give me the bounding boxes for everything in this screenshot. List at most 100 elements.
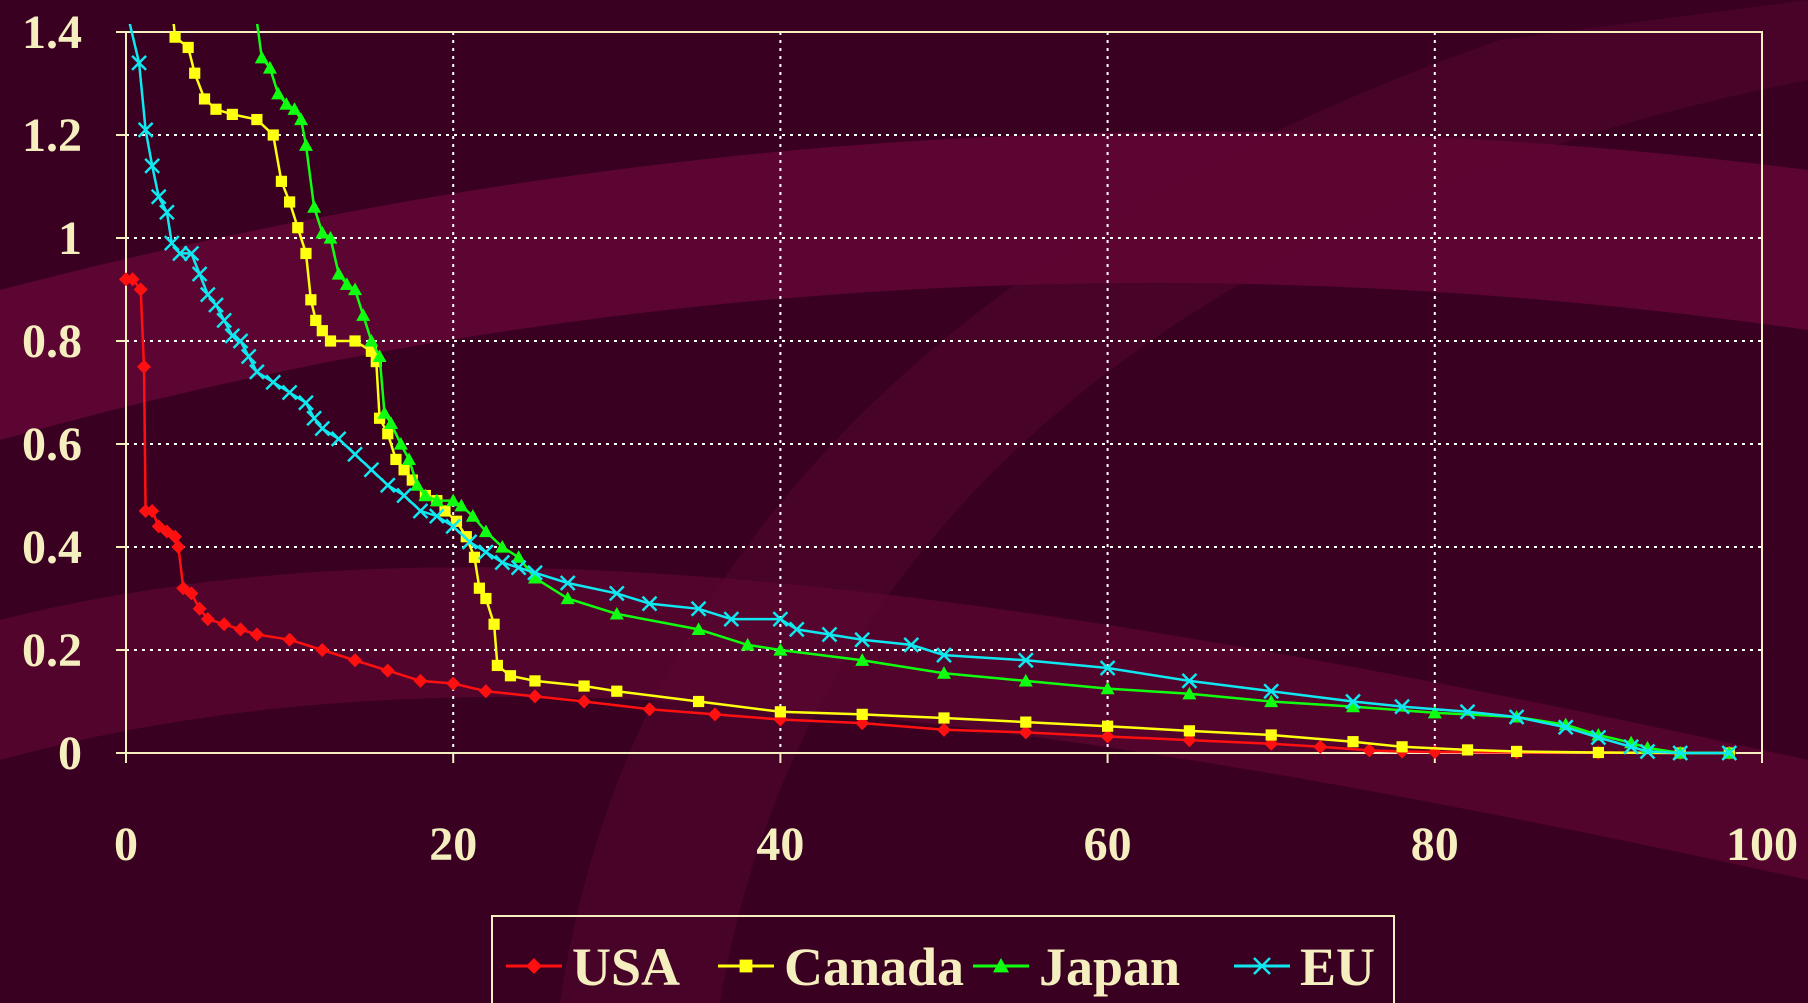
data-point-usa [446, 676, 461, 691]
data-point-eu [379, 477, 396, 494]
data-point-canada [398, 464, 410, 476]
data-point-canada [856, 708, 868, 720]
data-point-japan [1346, 699, 1360, 713]
data-point-eu [1590, 729, 1607, 746]
data-point-canada [480, 592, 492, 605]
data-point-canada [267, 129, 279, 141]
data-point-japan [364, 334, 379, 347]
x-tick-label: 20 [429, 818, 477, 871]
data-point-eu [137, 121, 154, 138]
data-point-usa [171, 540, 186, 554]
data-point-eu [772, 611, 789, 627]
y-tick-label: 0 [58, 727, 82, 780]
data-point-eu [788, 621, 805, 638]
series-line-eu [128, 24, 1730, 755]
series-eu [128, 24, 1738, 761]
data-point-eu [412, 503, 429, 519]
data-point-eu [144, 158, 161, 174]
data-point-japan [1018, 673, 1033, 687]
data-point-canada [774, 706, 786, 718]
data-point-usa [528, 689, 542, 704]
x-tick-label: 60 [1084, 818, 1132, 871]
data-point-usa [937, 722, 951, 737]
data-point-eu [510, 559, 527, 576]
data-point-canada [1020, 716, 1032, 728]
data-point-usa [136, 359, 151, 374]
background-swoosh-lower [0, 567, 1808, 880]
data-point-canada [1265, 729, 1277, 741]
data-point-usa [577, 694, 592, 709]
data-point-eu [1181, 673, 1198, 689]
data-point-japan [478, 524, 493, 538]
data-point-japan [393, 437, 408, 450]
data-point-japan [287, 102, 302, 115]
data-point-canada [182, 41, 194, 54]
data-point-canada [1183, 725, 1195, 737]
data-point-canada [292, 222, 304, 234]
data-point-usa [413, 673, 428, 688]
legend-item-canada: Canada [718, 937, 964, 997]
data-point-eu [1263, 683, 1280, 700]
data-point-japan [1100, 681, 1115, 695]
data-point-eu [159, 204, 175, 221]
y-tick-label: 0.8 [22, 315, 82, 368]
data-point-japan [528, 570, 542, 584]
legend-swatch-marker [1253, 957, 1271, 975]
data-point-eu [298, 394, 314, 411]
data-point-canada [390, 453, 402, 466]
data-point-eu [281, 384, 298, 401]
data-point-canada [365, 345, 377, 357]
data-point-eu [163, 235, 180, 252]
data-point-japan [609, 606, 624, 620]
data-point-eu [608, 585, 625, 602]
data-point-canada [251, 113, 263, 126]
legend-label-canada: Canada [784, 937, 964, 997]
data-point-eu [396, 487, 413, 504]
data-point-eu [306, 410, 323, 427]
data-point-canada [529, 675, 541, 687]
legend-label-japan: Japan [1039, 937, 1180, 997]
data-point-japan [691, 622, 706, 635]
data-point-canada [316, 325, 328, 337]
data-point-canada [1347, 736, 1359, 748]
data-point-canada [1461, 744, 1474, 756]
data-point-japan [1264, 694, 1279, 708]
data-point-japan [402, 452, 417, 466]
legend-swatch-marker [526, 958, 542, 974]
x-tick-label: 40 [756, 818, 804, 871]
data-point-eu [216, 312, 233, 329]
data-point-usa [1100, 729, 1115, 744]
data-point-japan [454, 498, 469, 512]
y-tick-label: 0.2 [22, 624, 82, 677]
data-point-japan [1427, 705, 1442, 719]
series-canada [169, 24, 1735, 759]
data-point-japan [323, 231, 338, 244]
data-point-eu [854, 631, 871, 648]
data-point-usa [1182, 733, 1197, 748]
data-point-japan [294, 112, 309, 126]
data-point-eu [1099, 660, 1116, 676]
data-point-eu [191, 266, 208, 282]
data-point-canada [310, 314, 322, 326]
data-point-japan [348, 282, 363, 296]
data-point-japan [495, 540, 510, 553]
data-point-eu [208, 297, 224, 313]
data-point-canada [460, 531, 472, 543]
data-point-usa [348, 653, 363, 668]
data-point-japan [315, 225, 330, 239]
data-point-eu [224, 327, 241, 344]
data-point-japan [339, 277, 354, 290]
data-point-canada [1396, 741, 1408, 753]
data-point-eu [232, 333, 249, 349]
legend-item-eu: EU [1234, 937, 1375, 997]
background-arc [560, 0, 1808, 1003]
data-point-eu [821, 626, 838, 643]
legend-item-japan: Japan [973, 937, 1180, 997]
data-point-canada [300, 247, 312, 260]
data-point-usa [168, 529, 183, 544]
legend-swatch-marker [739, 959, 753, 973]
data-point-usa [282, 632, 297, 647]
